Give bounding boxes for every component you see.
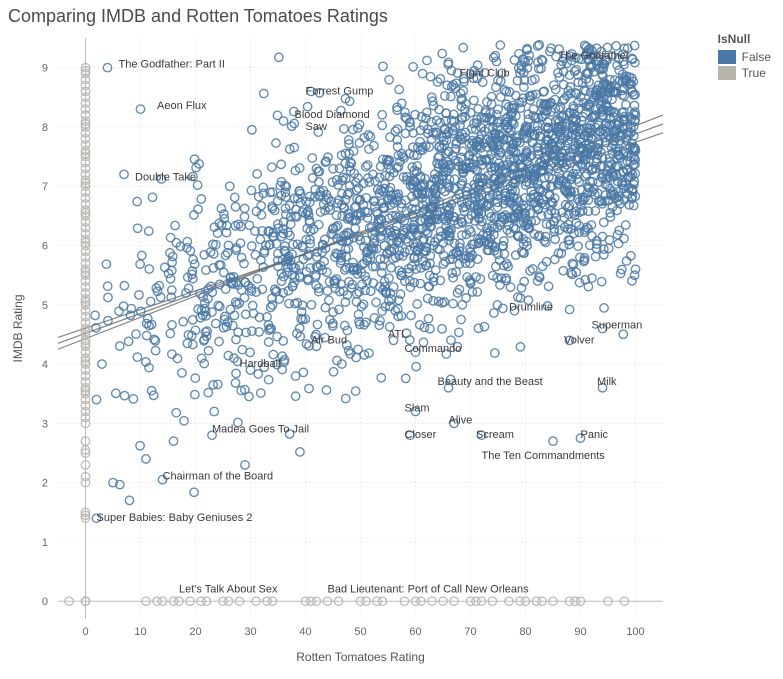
svg-text:Air Bud: Air Bud xyxy=(311,334,347,346)
svg-text:4: 4 xyxy=(42,359,48,371)
svg-text:Hardball: Hardball xyxy=(240,358,281,370)
svg-text:Scream: Scream xyxy=(476,429,514,441)
svg-text:80: 80 xyxy=(519,626,531,638)
svg-text:Volver: Volver xyxy=(564,334,595,346)
svg-text:Chairman of the Board: Chairman of the Board xyxy=(163,471,274,483)
svg-text:0: 0 xyxy=(42,596,48,608)
svg-text:7: 7 xyxy=(42,181,48,193)
svg-text:Panic: Panic xyxy=(581,429,609,441)
svg-text:The Godfather: Part II: The Godfather: Part II xyxy=(119,59,225,71)
svg-text:30: 30 xyxy=(244,626,256,638)
svg-text:3: 3 xyxy=(42,418,48,430)
svg-text:5: 5 xyxy=(42,300,48,312)
svg-text:Superman: Superman xyxy=(592,320,643,332)
legend-swatch-true xyxy=(718,66,736,80)
svg-text:100: 100 xyxy=(626,626,644,638)
svg-text:Milk: Milk xyxy=(597,376,617,388)
svg-text:90: 90 xyxy=(574,626,586,638)
svg-text:Slam: Slam xyxy=(405,403,430,415)
svg-text:Forrest Gump: Forrest Gump xyxy=(306,85,374,97)
svg-text:Bad Lieutenant: Port of Call N: Bad Lieutenant: Port of Call New Orleans xyxy=(328,583,530,595)
svg-text:Madea Goes To Jail: Madea Goes To Jail xyxy=(212,423,309,435)
svg-text:Double Take: Double Take xyxy=(135,171,196,183)
svg-text:2: 2 xyxy=(42,478,48,490)
svg-text:Drumline: Drumline xyxy=(509,302,553,314)
svg-text:20: 20 xyxy=(189,626,201,638)
legend-title: IsNull xyxy=(718,32,771,46)
svg-text:Super Babies: Baby Geniuses 2: Super Babies: Baby Geniuses 2 xyxy=(97,512,253,524)
svg-text:Fight Club: Fight Club xyxy=(460,68,510,80)
legend-item-false[interactable]: False xyxy=(718,50,771,64)
legend-label-true: True xyxy=(742,66,766,80)
svg-text:40: 40 xyxy=(299,626,311,638)
svg-text:The Godfather: The Godfather xyxy=(559,50,630,62)
legend-swatch-false xyxy=(718,50,736,64)
svg-text:6: 6 xyxy=(42,241,48,253)
svg-text:The Ten Commandments: The Ten Commandments xyxy=(482,450,606,462)
svg-text:Closer: Closer xyxy=(405,429,437,441)
svg-text:IMDB Rating: IMDB Rating xyxy=(11,294,25,362)
svg-text:0: 0 xyxy=(82,626,88,638)
scatter-plot: 0 10 20 30 40 50 60 70 80 90 100 0 1 2 3 4 5 6 7 8 9 Rotten T… xyxy=(0,0,783,679)
svg-text:60: 60 xyxy=(409,626,421,638)
legend-item-true[interactable]: True xyxy=(718,66,771,80)
svg-text:ATL: ATL xyxy=(388,328,407,340)
svg-text:Let's Talk About Sex: Let's Talk About Sex xyxy=(179,583,278,595)
svg-text:8: 8 xyxy=(42,122,48,134)
svg-text:Alive: Alive xyxy=(449,414,473,426)
svg-text:Rotten Tomatoes Rating: Rotten Tomatoes Rating xyxy=(296,650,425,664)
svg-text:Beauty and the Beast: Beauty and the Beast xyxy=(438,376,543,388)
svg-text:1: 1 xyxy=(42,537,48,549)
svg-text:Commando: Commando xyxy=(405,343,462,355)
svg-text:Blood Diamond: Blood Diamond xyxy=(295,109,370,121)
svg-text:Aeon Flux: Aeon Flux xyxy=(157,100,207,112)
svg-text:9: 9 xyxy=(42,63,48,75)
svg-text:10: 10 xyxy=(134,626,146,638)
svg-text:70: 70 xyxy=(464,626,476,638)
svg-text:50: 50 xyxy=(354,626,366,638)
legend: IsNull False True xyxy=(718,32,771,82)
legend-label-false: False xyxy=(742,50,771,64)
svg-text:Saw: Saw xyxy=(306,121,327,133)
